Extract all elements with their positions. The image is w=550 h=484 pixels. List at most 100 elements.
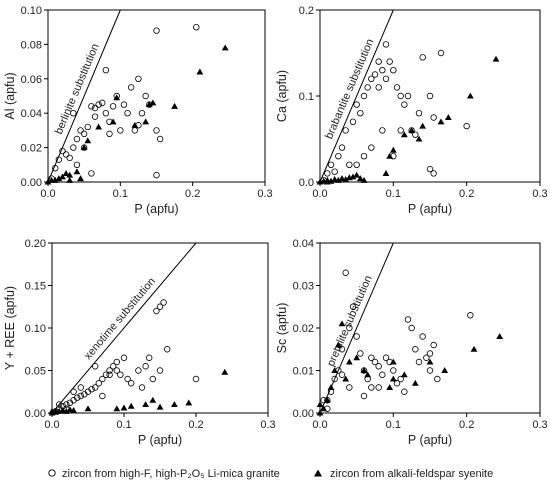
data-point-triangle: [338, 320, 346, 327]
data-point-circle: [379, 127, 386, 134]
data-point-circle: [84, 123, 91, 131]
data-point-circle: [52, 165, 59, 172]
data-point-triangle: [51, 176, 59, 183]
data-point-triangle: [185, 399, 193, 406]
data-point-triangle: [80, 144, 88, 151]
y-tick-label: 0.04: [293, 238, 314, 250]
x-tick-label: 0.0: [312, 419, 327, 431]
y-tick-label: 0.10: [21, 5, 42, 17]
panels: 0.0 0.1 0.2 0.3 0.00 0.02 0.04 0.06 0.08 0.10 P (a…: [3, 5, 548, 447]
data-point-circle: [353, 161, 360, 168]
data-point-triangle: [131, 121, 139, 128]
data-point-circle: [430, 341, 437, 349]
data-point-triangle: [59, 173, 66, 180]
data-point-circle: [353, 333, 360, 340]
data-point-circle: [379, 66, 386, 74]
data-point-circle: [70, 144, 77, 151]
data-point-triangle: [113, 94, 121, 101]
series-open-circles: [320, 41, 470, 184]
x-tick-label: 0.3: [260, 419, 275, 431]
data-point-triangle: [145, 101, 153, 108]
data-point-circle: [156, 367, 164, 374]
data-point-triangle: [66, 176, 74, 183]
x-tick-label: 0.0: [40, 188, 55, 200]
y-tick-label: 0.01: [293, 366, 314, 378]
data-point-triangle: [466, 92, 474, 99]
x-tick-label: 0.0: [44, 419, 59, 431]
data-point-triangle: [84, 137, 92, 144]
data-point-circle: [331, 168, 338, 175]
data-point-triangle: [323, 396, 331, 403]
data-point-circle: [88, 103, 95, 110]
data-point-triangle: [73, 168, 81, 175]
data-point-circle: [331, 375, 338, 383]
data-point-circle: [463, 122, 470, 130]
data-point-triangle: [470, 345, 478, 352]
data-point-circle: [153, 127, 160, 134]
data-point-circle: [127, 84, 135, 91]
x-tick-label: 0.1: [386, 419, 401, 431]
data-point-circle: [91, 384, 99, 391]
y-tick-label: 0.02: [293, 323, 314, 335]
data-point-triangle: [109, 118, 117, 125]
data-point-triangle: [408, 127, 416, 133]
data-point-circle: [88, 170, 95, 177]
data-point-triangle: [171, 102, 178, 109]
data-point-triangle: [316, 401, 324, 408]
series-filled-triangles: [44, 44, 229, 185]
data-point-circle: [426, 165, 434, 173]
data-point-circle: [386, 58, 393, 65]
x-tick-label: 0.2: [459, 419, 474, 431]
panel-3: 0.0 0.1 0.2 0.3 0.00 0.05 0.10 0.15 0.20 P (apfu)…: [3, 238, 276, 447]
data-point-circle: [66, 154, 73, 162]
y-axis-label: Y + REE (apfu): [3, 286, 17, 370]
data-point-circle: [404, 92, 412, 100]
legend-filled-triangle-label: zircon from alkali-feldspar syenite: [330, 468, 493, 480]
data-point-circle: [113, 367, 120, 374]
data-point-circle: [393, 380, 401, 387]
data-point-circle: [77, 127, 84, 134]
data-point-circle: [437, 49, 445, 57]
x-axis-label: P (apfu): [138, 433, 182, 447]
data-point-circle: [106, 367, 113, 374]
substitution-line: [47, 9, 121, 183]
data-point-circle: [412, 346, 419, 353]
data-point-triangle: [334, 341, 342, 348]
data-point-circle: [430, 114, 437, 121]
data-point-triangle: [492, 55, 500, 62]
legend-open-circle-marker: [48, 469, 56, 477]
data-point-triangle: [360, 367, 368, 374]
data-point-circle: [124, 109, 131, 117]
substitution-line-label: pretulite substitution: [325, 274, 375, 369]
data-point-circle: [142, 92, 149, 100]
x-axis-label: P (apfu): [408, 433, 452, 447]
panel-1: 0.0 0.1 0.2 0.3 0.00 0.02 0.04 0.06 0.08 0.10 P (a…: [3, 5, 273, 216]
data-point-circle: [408, 324, 415, 332]
data-point-circle: [368, 354, 375, 361]
data-point-triangle: [84, 405, 92, 412]
data-point-circle: [192, 375, 200, 383]
data-point-triangle: [221, 368, 229, 375]
data-point-triangle: [353, 171, 361, 178]
legend-open-circle-label: zircon from high-F, high-P₂O₅ Li-mica gr…: [62, 468, 280, 480]
data-point-circle: [324, 170, 331, 177]
data-point-circle: [423, 354, 430, 361]
data-point-triangle: [400, 131, 408, 138]
data-point-triangle: [334, 176, 342, 183]
data-point-circle: [338, 346, 346, 353]
data-point-circle: [193, 24, 200, 31]
substitution-line-label: berlinite substitution: [53, 42, 102, 136]
data-point-circle: [360, 392, 368, 400]
data-point-circle: [131, 127, 138, 134]
data-point-circle: [349, 303, 357, 310]
data-point-triangle: [156, 403, 164, 410]
data-point-triangle: [55, 175, 63, 182]
data-point-circle: [59, 147, 66, 155]
data-point-circle: [106, 371, 113, 378]
legend: zircon from high-F, high-P₂O₅ Li-mica gr…: [48, 468, 493, 480]
data-point-circle: [135, 75, 142, 82]
data-point-circle: [102, 109, 110, 117]
data-point-triangle: [95, 123, 103, 130]
data-point-triangle: [356, 175, 364, 182]
y-tick-label: 0.2: [299, 5, 314, 17]
